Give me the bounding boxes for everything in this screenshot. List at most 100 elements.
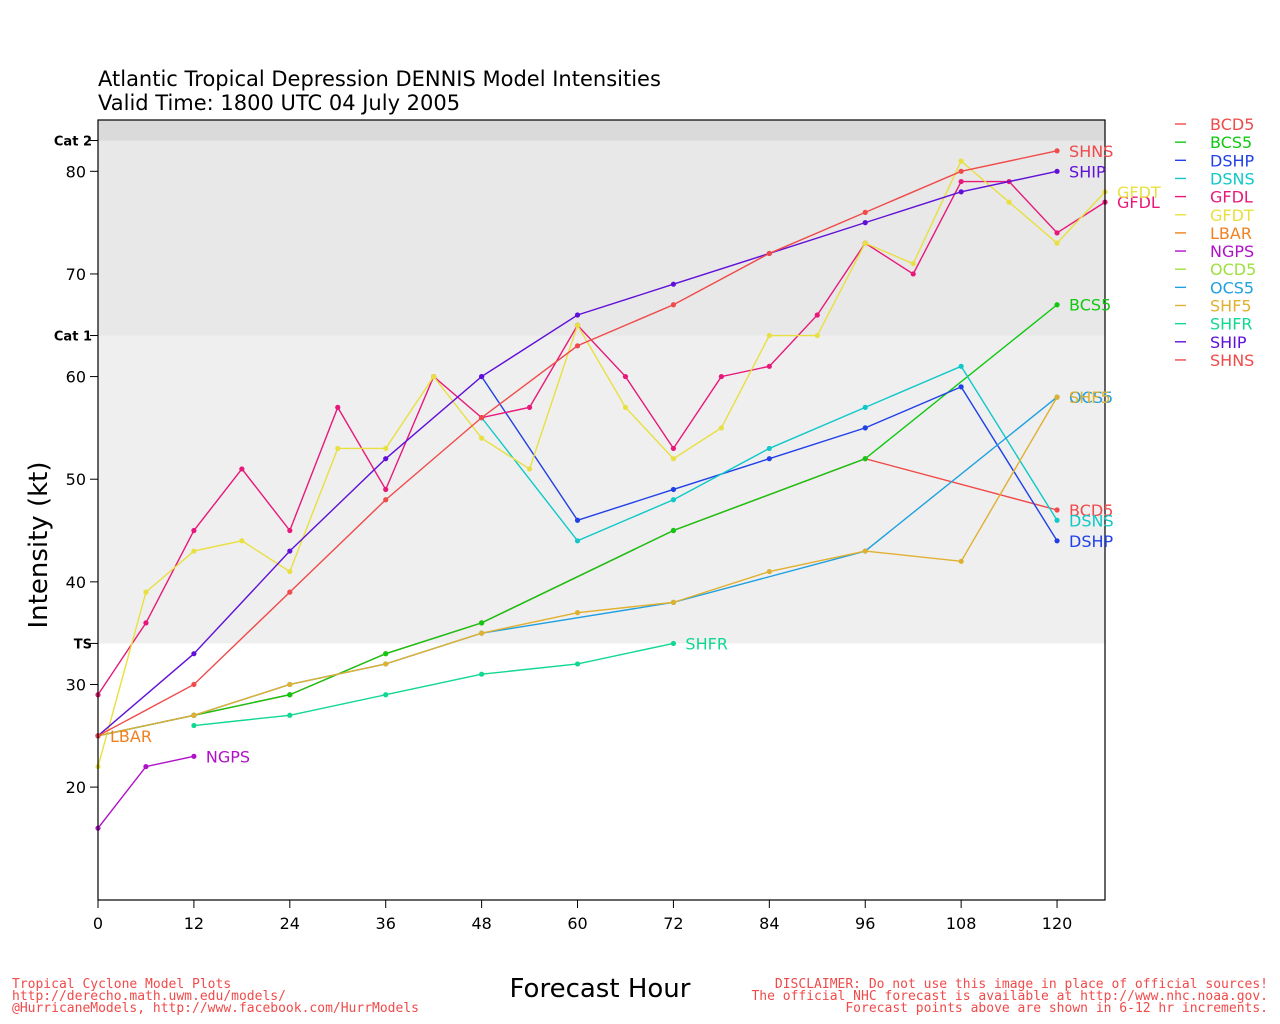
x-tick-label: 120: [1042, 914, 1073, 933]
data-point-gfdl: [239, 466, 245, 472]
data-point-ship: [479, 373, 485, 380]
data-point-gfdl: [814, 312, 820, 318]
data-point-shf5: [958, 558, 964, 564]
data-point-ship: [670, 281, 677, 287]
data-point-shf5: [766, 568, 772, 575]
data-point-shfr: [287, 712, 293, 718]
series-layer: [95, 148, 1108, 831]
data-point-gfdt: [574, 322, 581, 328]
end-label-bcd5: BCD5: [1069, 501, 1113, 520]
legend: BCD5BCS5DSHPDSNSGFDLGFDTLBARNGPSOCD5OCS5…: [1175, 115, 1256, 370]
data-point-gfdl: [910, 271, 916, 277]
data-point-shns: [574, 343, 581, 349]
data-point-gfdt: [526, 466, 533, 472]
x-tick-label: 84: [759, 914, 779, 933]
data-point-gfdl: [526, 404, 533, 410]
data-point-gfdl: [718, 373, 724, 380]
data-point-ship: [1054, 168, 1060, 174]
end-label-dsns: DSNS: [1069, 511, 1114, 530]
data-point-gfdt: [239, 538, 245, 544]
end-label-gfdt: GFDT: [1117, 183, 1161, 202]
data-point-gfdt: [1054, 240, 1060, 246]
x-tick-label: 72: [663, 914, 683, 933]
series-line-bcs5: [97, 304, 1058, 737]
data-point-gfdt: [335, 445, 341, 452]
footer-left-line3[interactable]: @HurricaneModels, http://www.facebook.co…: [12, 1001, 419, 1016]
end-label-ship: SHIP: [1069, 162, 1106, 181]
data-point-shf5: [1054, 394, 1060, 400]
data-point-gfdt: [670, 456, 677, 462]
y-tick-label: 70: [66, 265, 86, 284]
legend-label-ngps: NGPS: [1210, 242, 1254, 261]
data-point-gfdl: [143, 620, 149, 626]
legend-label-shf5: SHF5: [1210, 297, 1252, 316]
data-point-shfr: [670, 640, 677, 647]
x-tick-label: 60: [567, 914, 587, 933]
data-point-gfdt: [862, 240, 868, 246]
data-point-dshp: [766, 456, 772, 462]
plot-background: [98, 120, 1105, 644]
data-point-shns: [383, 497, 389, 503]
data-point-shf5: [574, 610, 581, 616]
data-point-ship: [287, 548, 293, 554]
data-point-shns: [670, 302, 677, 308]
intensity-band-0: [98, 335, 1105, 644]
data-point-dsns: [670, 497, 677, 503]
data-point-gfdl: [766, 363, 772, 369]
series-gfdt: [95, 158, 1108, 770]
data-point-shns: [958, 168, 964, 174]
data-point-dshp: [958, 384, 964, 390]
end-label-dshp: DSHP: [1069, 532, 1114, 551]
data-point-ship: [383, 456, 389, 462]
band-label: Cat 2: [54, 135, 92, 150]
data-point-shf5: [383, 661, 389, 667]
data-point-bcs5: [862, 456, 868, 462]
y-tick-label: 40: [66, 573, 86, 592]
data-point-bcs5: [1054, 302, 1060, 308]
data-point-ngps: [143, 763, 149, 770]
data-point-gfdt: [479, 435, 485, 441]
plot-frame: [97, 119, 1106, 901]
x-tick-label: 36: [376, 914, 396, 933]
data-point-gfdt: [287, 568, 293, 575]
chart-subtitle: Valid Time: 1800 UTC 04 July 2005: [98, 91, 460, 115]
x-tick-label: 24: [280, 914, 300, 933]
legend-label-ocs5: OCS5: [1210, 278, 1254, 297]
data-point-gfdl: [335, 404, 341, 410]
data-point-shf5: [191, 712, 197, 718]
data-point-gfdl: [670, 445, 677, 452]
data-point-shns: [1054, 148, 1060, 154]
series-shfr: [191, 640, 677, 729]
data-point-dsns: [574, 538, 581, 544]
data-point-shns: [287, 589, 293, 595]
data-point-gfdt: [191, 548, 197, 554]
data-point-bcs5: [670, 527, 677, 534]
y-tick-label: 50: [66, 470, 86, 489]
data-point-shfr: [383, 692, 389, 698]
end-label-lbar: LBAR: [110, 727, 152, 746]
intensity-band-2: [98, 120, 1105, 141]
band-label: Cat 1: [54, 330, 92, 345]
y-tick-label: 60: [66, 368, 86, 387]
legend-label-gfdt: GFDT: [1210, 206, 1254, 225]
data-point-dsns: [766, 445, 772, 452]
x-tick-label: 108: [946, 914, 977, 933]
data-point-gfdl: [958, 178, 964, 185]
footer-right-line2: The official NHC forecast is available a…: [751, 989, 1268, 1004]
end-label-ngps: NGPS: [206, 747, 250, 766]
footer-left-line2[interactable]: http://derecho.math.uwm.edu/models/: [12, 989, 286, 1004]
legend-label-gfdl: GFDL: [1210, 188, 1253, 207]
data-point-bcd5: [1054, 507, 1060, 513]
end-label-bcs5: BCS5: [1069, 296, 1111, 315]
data-point-shf5: [670, 599, 677, 605]
y-axis-title: Intensity (kt): [24, 462, 54, 629]
data-point-dshp: [862, 425, 868, 431]
y-tick-label: 30: [66, 675, 86, 694]
data-point-gfdt: [766, 332, 772, 339]
data-point-bcs5: [383, 651, 389, 657]
data-point-dshp: [1054, 538, 1060, 544]
end-label-ocs5: OCS5: [1069, 388, 1113, 407]
y-tick-label: 20: [66, 778, 86, 797]
series-line-gfdl: [97, 180, 1106, 696]
data-point-ship: [862, 220, 868, 226]
